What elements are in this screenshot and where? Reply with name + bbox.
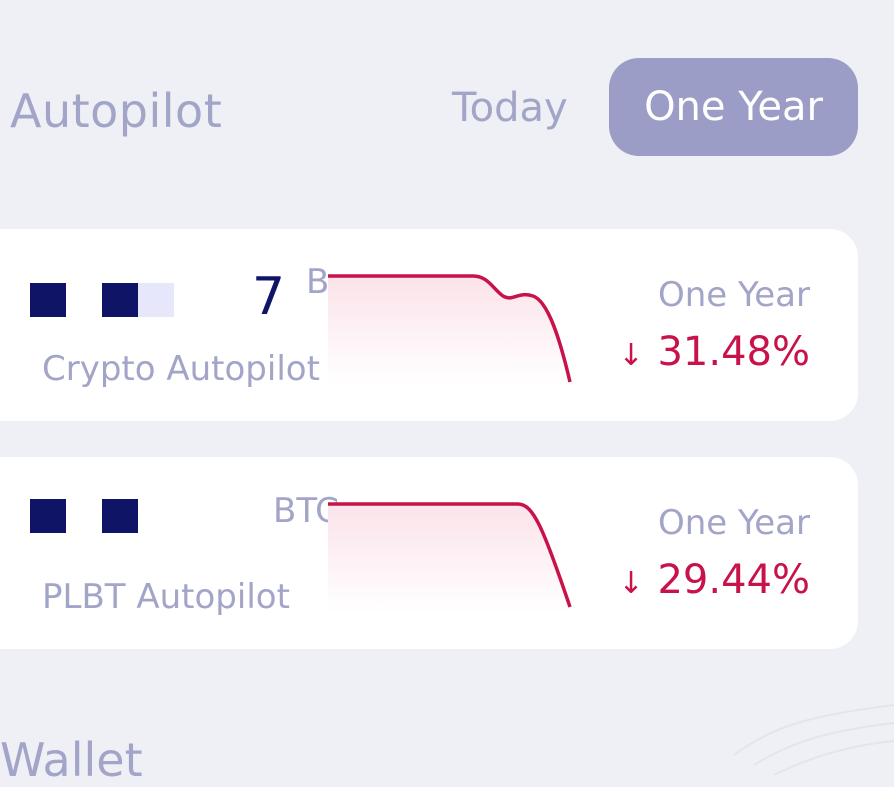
change-percent: 29.44% — [657, 557, 810, 603]
tab-one-year[interactable]: One Year — [609, 58, 858, 156]
background-wave-decoration — [733, 704, 894, 775]
change-percent: 31.48% — [657, 329, 810, 375]
masked-balance-block — [102, 283, 138, 317]
balance-unit: BTC — [273, 491, 339, 531]
masked-balance-block — [30, 499, 66, 533]
balance-unit: B — [306, 262, 330, 302]
sparkline-line — [328, 274, 572, 383]
period-label: One Year — [657, 275, 810, 315]
balance-amount: 7 — [252, 267, 286, 327]
masked-balance-block — [102, 499, 138, 533]
down-arrow-icon: ↓ — [618, 566, 644, 601]
page-title: Autopilot — [10, 84, 223, 138]
autopilot-card-crypto[interactable]: 7 B Crypto Autopilot One Year ↓ 31.48% — [0, 229, 858, 421]
autopilot-card-plbt[interactable]: BTC PLBT Autopilot One Year ↓ 29.44% — [0, 457, 858, 649]
change-value: ↓ 31.48% — [618, 329, 810, 375]
down-arrow-icon: ↓ — [618, 338, 644, 373]
autopilot-name: Crypto Autopilot — [42, 349, 320, 389]
sparkline-line — [328, 502, 572, 608]
wallet-section-title: Wallet — [0, 733, 143, 787]
change-value: ↓ 29.44% — [618, 557, 810, 603]
period-label: One Year — [657, 503, 810, 543]
masked-balance-block — [30, 283, 66, 317]
autopilot-name: PLBT Autopilot — [42, 577, 290, 617]
sparkline-area — [328, 504, 570, 612]
masked-balance-block — [138, 283, 174, 317]
sparkline-chart — [328, 502, 572, 612]
sparkline-area — [328, 276, 570, 384]
tab-today[interactable]: Today — [452, 85, 568, 131]
sparkline-chart — [328, 274, 572, 384]
